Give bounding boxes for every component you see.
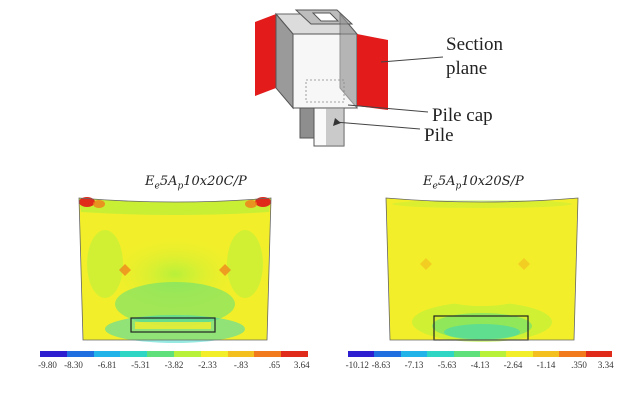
colorbar-tick-label: -2.64 — [503, 360, 523, 370]
colorbar-tick-label: -2.33 — [198, 360, 217, 370]
colorbar-tick-label: -9.80 — [38, 360, 57, 370]
section-plane-left — [255, 14, 276, 96]
colorbar-tick-label: -6.81 — [97, 360, 117, 370]
colorbar-swatch — [147, 351, 174, 357]
colorbar-tick-label: .65 — [268, 360, 281, 370]
colorbar-tick-label: -8.30 — [64, 360, 83, 370]
colorbar-swatch — [348, 351, 375, 357]
panel-right-title: Ee5Ap10x20S/P — [423, 174, 524, 192]
colorbar-swatch — [254, 351, 282, 357]
colorbar-tick-label: -1.14 — [536, 360, 556, 370]
label-pile-cap: Pile cap — [432, 105, 493, 126]
pile-leader-arrow — [333, 118, 341, 126]
colorbar-tick-label: -5.31 — [131, 360, 150, 370]
section-plane-right — [357, 34, 388, 110]
colorbar-swatch — [559, 351, 586, 357]
section-plane-leader — [380, 56, 444, 63]
contour-plot-left — [78, 197, 272, 343]
colorbar-right — [348, 351, 613, 357]
colorbar-tick-label: -5.63 — [437, 360, 457, 370]
colorbar-swatch — [173, 351, 201, 357]
colorbar-swatch — [374, 351, 401, 357]
colorbar-swatch — [506, 351, 533, 357]
pile-cap-leader — [347, 104, 429, 113]
colorbar-swatch — [227, 351, 255, 357]
pile-dark-side — [326, 108, 344, 146]
colorbar-swatch — [200, 351, 228, 357]
colorbar-swatch — [93, 351, 121, 357]
colorbar-tick-label: -7.13 — [404, 360, 424, 370]
colorbar-swatch — [66, 351, 94, 357]
colorbar-swatch — [40, 351, 67, 357]
colorbar-tick-label: 3.64 — [293, 360, 310, 370]
colorbar-right-ticks: -10.12 -8.63 -7.13 -5.63 -4.13 -2.64 -1.14 .350… — [345, 360, 614, 372]
colorbar-swatch — [281, 351, 308, 357]
colorbar-tick-label: -4.13 — [470, 360, 490, 370]
colorbar-tick-label: -.83 — [233, 360, 249, 370]
colorbar-swatch — [585, 351, 613, 357]
pile-cap-right-face — [339, 12, 358, 110]
colorbar-swatch — [453, 351, 481, 357]
colorbar-swatch — [532, 351, 560, 357]
label-plane: plane — [446, 58, 488, 79]
colorbar-swatch — [400, 351, 428, 357]
colorbar-tick-label: -3.82 — [164, 360, 184, 370]
panel-left-title: Ee5Ap10x20C/P — [145, 174, 247, 192]
pile-cap-schematic — [255, 9, 444, 147]
pile-front — [299, 107, 315, 139]
colorbar-swatch — [427, 351, 454, 357]
label-pile: Pile — [424, 125, 454, 146]
colorbar-left — [40, 351, 308, 357]
colorbar-swatch — [480, 351, 507, 357]
hidden-edges — [305, 79, 345, 103]
colorbar-swatch — [120, 351, 148, 357]
colorbar-tick-label: -10.12 — [345, 360, 369, 370]
colorbar-tick-label: -8.63 — [371, 360, 391, 370]
colorbar-tick-label: 3.34 — [597, 360, 614, 370]
column-opening — [311, 12, 340, 22]
colorbar-left-ticks: -9.80 -8.30 -6.81 -5.31 -3.82 -2.33 -.83 .65 3.6… — [38, 360, 310, 372]
pile-leader — [334, 121, 421, 130]
label-section: Section — [446, 34, 503, 55]
colorbar-tick-label: .350 — [571, 360, 587, 370]
contour-plot-right — [385, 197, 579, 342]
